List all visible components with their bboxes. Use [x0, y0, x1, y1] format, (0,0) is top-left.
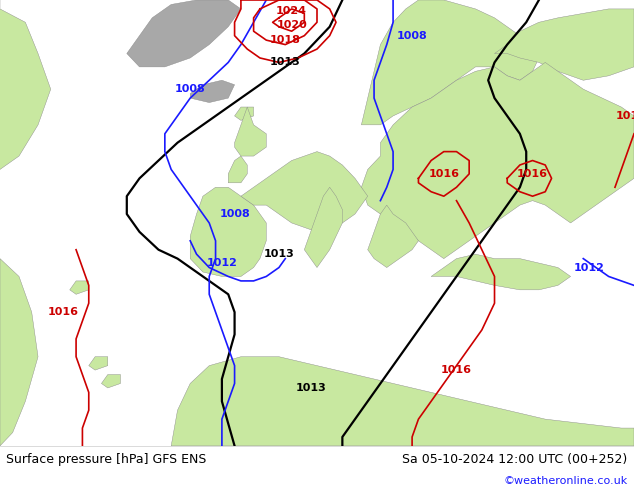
Polygon shape	[171, 357, 634, 446]
Text: 1024: 1024	[276, 6, 307, 16]
Polygon shape	[190, 80, 235, 102]
Text: 1013: 1013	[295, 383, 326, 393]
Polygon shape	[0, 259, 38, 446]
Polygon shape	[241, 151, 368, 232]
Text: 1008: 1008	[219, 209, 250, 219]
Polygon shape	[190, 187, 266, 276]
Polygon shape	[368, 205, 418, 268]
Text: Surface pressure [hPa] GFS ENS: Surface pressure [hPa] GFS ENS	[6, 453, 207, 466]
Polygon shape	[89, 357, 108, 370]
Text: 1016: 1016	[48, 307, 79, 317]
Polygon shape	[361, 62, 634, 259]
Text: 1008: 1008	[397, 31, 427, 41]
Text: 1016: 1016	[429, 169, 459, 179]
Text: ©weatheronline.co.uk: ©weatheronline.co.uk	[503, 476, 628, 486]
Text: 1016: 1016	[441, 365, 472, 375]
Polygon shape	[235, 107, 254, 121]
Polygon shape	[495, 9, 634, 80]
Text: 1013: 1013	[270, 57, 301, 68]
Polygon shape	[431, 254, 571, 290]
Text: 1013: 1013	[264, 249, 294, 259]
Polygon shape	[228, 156, 247, 183]
Polygon shape	[70, 281, 89, 294]
Text: 1020: 1020	[276, 20, 307, 29]
Polygon shape	[235, 107, 266, 156]
Text: Sa 05-10-2024 12:00 UTC (00+252): Sa 05-10-2024 12:00 UTC (00+252)	[403, 453, 628, 466]
Text: 1016: 1016	[517, 169, 548, 179]
Polygon shape	[361, 0, 539, 125]
Text: 1008: 1008	[175, 84, 205, 94]
Polygon shape	[0, 0, 51, 178]
Polygon shape	[304, 187, 342, 268]
Polygon shape	[127, 0, 241, 67]
Text: 1012: 1012	[574, 263, 605, 272]
Text: 101: 101	[616, 111, 634, 121]
Text: 1018: 1018	[270, 35, 301, 45]
Text: 1012: 1012	[207, 258, 237, 268]
Polygon shape	[101, 374, 120, 388]
